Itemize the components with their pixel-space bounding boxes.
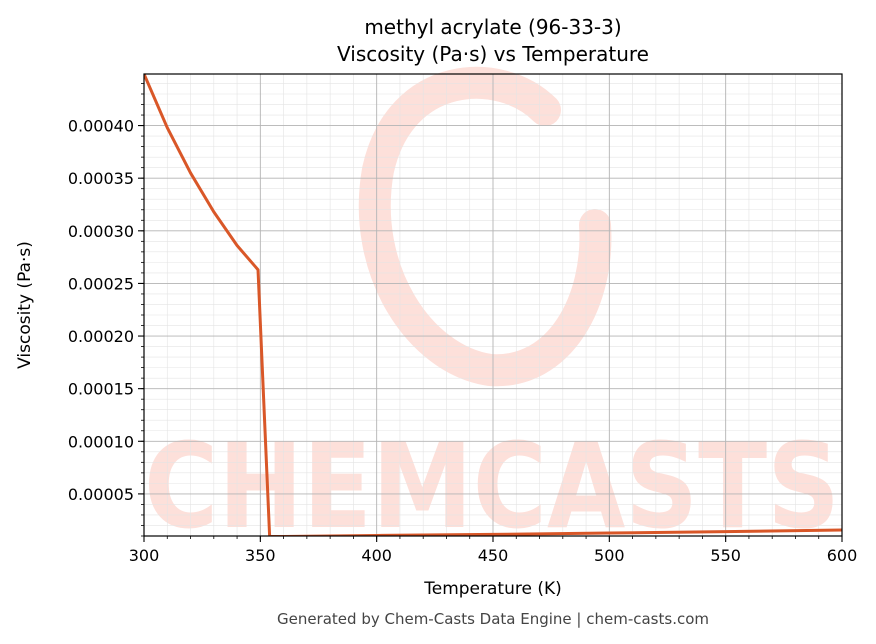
tick-labels: 300 350 400 450 500 550 600 0.00005 0.00010 0.000… [68,117,857,565]
plot-area [144,73,842,536]
x-tick-label: 300 [129,546,160,565]
x-tick-label: 450 [478,546,509,565]
grid [143,74,843,537]
x-tick-label: 500 [594,546,625,565]
x-tick-label: 550 [710,546,741,565]
x-tick-label: 350 [245,546,276,565]
y-tick-label: 0.00005 [68,485,134,504]
footer-credit: Generated by Chem-Casts Data Engine | ch… [277,610,709,628]
y-tick-label: 0.00020 [68,327,134,346]
y-tick-label: 0.00010 [68,432,134,451]
watermark-logo-ring [358,66,612,387]
watermark: CHEMCASTS [144,66,840,555]
x-axis-label: Temperature (K) [423,579,562,599]
y-tick-label: 0.00035 [68,169,134,188]
y-tick-label: 0.00015 [68,380,134,399]
chart-title: methyl acrylate (96-33-3) [364,15,621,39]
y-tick-label: 0.00030 [68,222,134,241]
y-tick-label: 0.00025 [68,274,134,293]
y-tick-label: 0.00040 [68,117,134,136]
y-axis-label: Viscosity (Pa·s) [15,241,35,369]
x-tick-label: 600 [827,546,858,565]
x-tick-label: 400 [361,546,392,565]
series-line [144,73,842,536]
chart-subtitle: Viscosity (Pa·s) vs Temperature [337,42,649,66]
axis-ticks [138,83,843,542]
